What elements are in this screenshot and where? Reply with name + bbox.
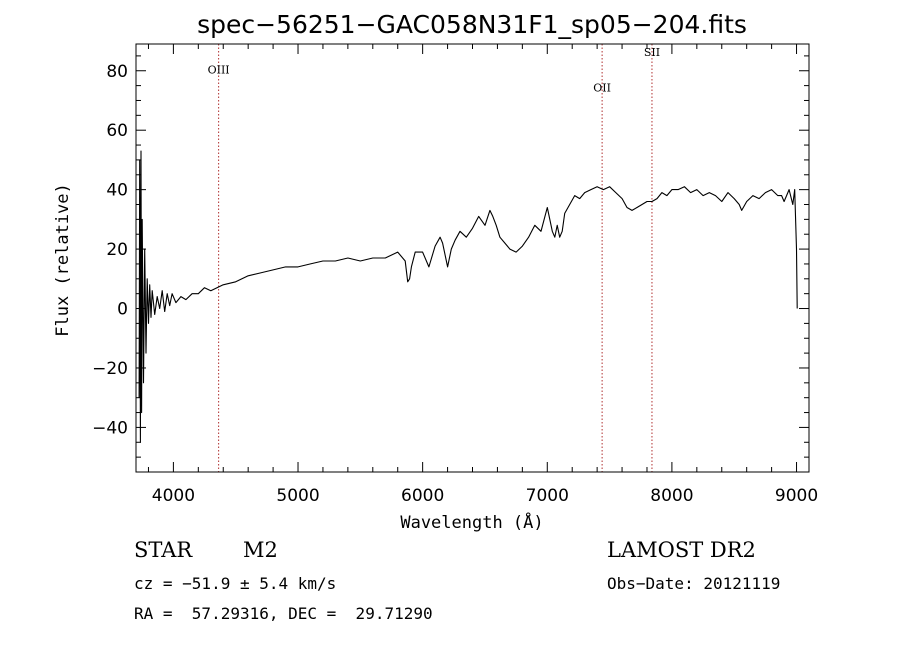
emission-line-label: OII	[593, 82, 611, 95]
x-tick-label: 5000	[276, 486, 319, 506]
y-axis-title: Flux (relative)	[53, 183, 73, 337]
x-axis-title: Wavelength (Å)	[400, 511, 543, 533]
y-tick-label: −20	[92, 359, 128, 379]
y-tick-label: 80	[106, 62, 128, 82]
x-tick-label: 9000	[775, 486, 818, 506]
coordinates: RA = 57.29316, DEC = 29.71290	[134, 604, 433, 623]
y-tick-label: 20	[106, 240, 128, 260]
x-tick-label: 7000	[526, 486, 569, 506]
y-tick-label: 60	[106, 121, 128, 141]
chart-title: spec−56251−GAC058N31F1_sp05−204.fits	[197, 10, 747, 39]
emission-line-label: OIII	[208, 64, 230, 77]
object-subclass: M2	[243, 538, 278, 562]
observation-date: Obs−Date: 20121119	[607, 574, 781, 593]
spectrum-line	[138, 150, 798, 443]
x-tick-label: 6000	[401, 486, 444, 506]
emission-line-label: SII	[644, 46, 660, 59]
y-tick-label: −40	[92, 418, 128, 438]
redshift-velocity: cz = −51.9 ± 5.4 km/s	[134, 574, 337, 593]
x-tick-label: 4000	[152, 486, 195, 506]
x-tick-label: 8000	[650, 486, 693, 506]
survey-name: LAMOST DR2	[607, 538, 756, 562]
y-tick-label: 0	[117, 300, 128, 320]
plot-frame	[135, 43, 810, 473]
y-tick-label: 40	[106, 181, 128, 201]
object-type: STAR	[134, 538, 193, 562]
